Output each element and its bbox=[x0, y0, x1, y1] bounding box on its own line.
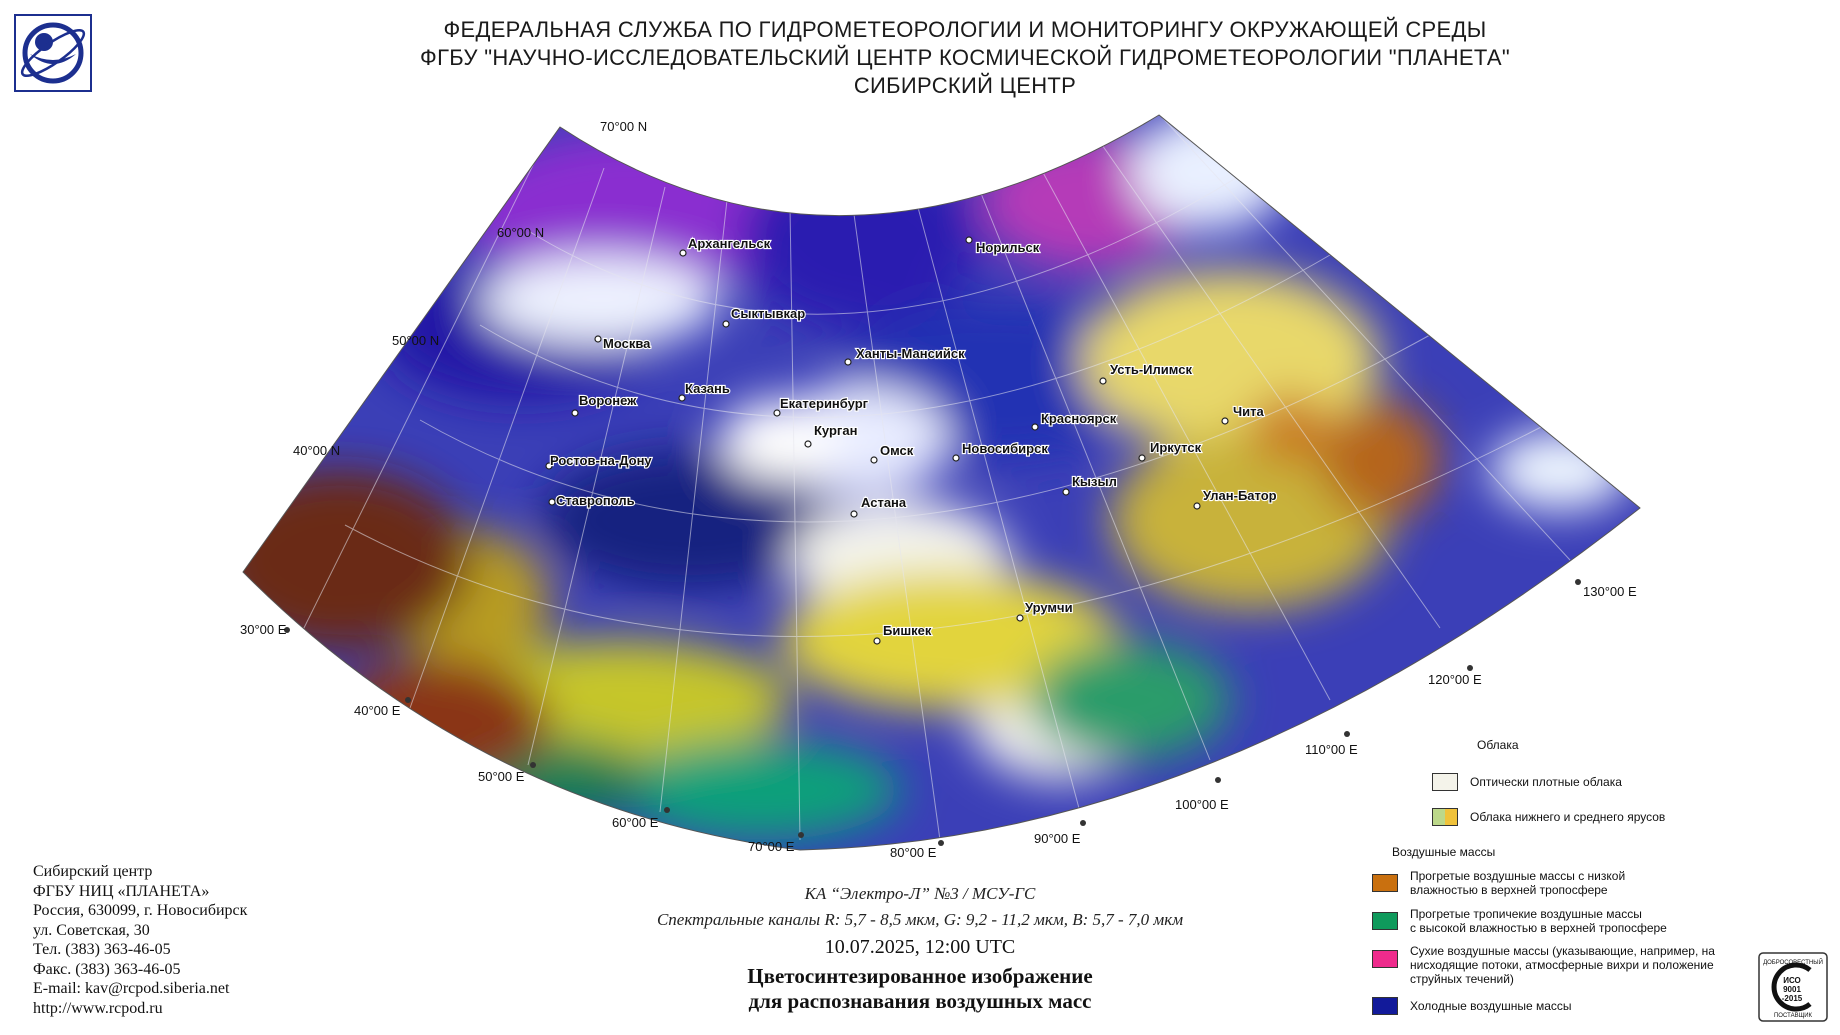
city-ulan-bator: Улан-Батор bbox=[1203, 488, 1277, 503]
lon-label-110: 110°00 E bbox=[1305, 742, 1358, 757]
swatch-half-yellow bbox=[1445, 809, 1457, 825]
legend-swatch-dry bbox=[1372, 950, 1398, 968]
airmass-imagery bbox=[243, 115, 1640, 850]
contact-email[interactable]: E-mail: kav@rcpod.siberia.net bbox=[33, 980, 230, 997]
legend-label-warm-dry: Прогретые воздушные массы с низкой влажн… bbox=[1410, 869, 1626, 897]
badge-9001: 9001 bbox=[1783, 985, 1801, 994]
iso-certification-badge-icon: ДОБРОСОВЕСТНЫЙ ИСО 9001 -2015 ПОСТАВЩИК bbox=[1758, 952, 1828, 1022]
legend-swatch-tropical-moist bbox=[1372, 912, 1398, 930]
city-stavropol: Ставрополь bbox=[556, 493, 635, 508]
city-urumqi: Урумчи bbox=[1025, 600, 1073, 615]
contact-website[interactable]: http://www.rcpod.ru bbox=[33, 999, 163, 1017]
contact-line: Сибирский центр bbox=[33, 863, 153, 880]
lon-label-120: 120°00 E bbox=[1428, 672, 1482, 687]
graticule bbox=[299, 115, 1571, 841]
city-chita: Чита bbox=[1233, 404, 1264, 419]
lat-label-70: 70°00 N bbox=[600, 119, 647, 134]
lon-label-30: 30°00 E bbox=[240, 622, 287, 637]
lon-label-50: 50°00 E bbox=[478, 769, 525, 784]
badge-text-bottom: ПОСТАВЩИК bbox=[1774, 1013, 1813, 1019]
contact-line: ул. Советская, 30 bbox=[33, 921, 150, 939]
city-kazan: Казань bbox=[685, 381, 730, 396]
city-arkhangelsk: Архангельск bbox=[688, 236, 771, 251]
city-voronezh: Воронеж bbox=[579, 393, 637, 408]
city-novosibirsk: Новосибирск bbox=[962, 441, 1048, 456]
legend-label-dense-clouds: Оптически плотные облака bbox=[1470, 775, 1622, 789]
city-yekaterinburg: Екатеринбург bbox=[780, 396, 869, 411]
legend-swatch-low-mid-clouds bbox=[1432, 808, 1458, 826]
lon-label-60: 60°00 E bbox=[612, 815, 659, 830]
city-kurgan: Курган bbox=[814, 423, 857, 438]
lat-label-40: 40°00 N bbox=[293, 443, 340, 458]
city-kyzyl: Кызыл bbox=[1072, 474, 1117, 489]
lon-label-40: 40°00 E bbox=[354, 703, 401, 718]
legend-label-cold: Холодные воздушные массы bbox=[1410, 999, 1572, 1013]
planeta-logo-icon bbox=[14, 14, 92, 92]
city-irkutsk: Иркутск bbox=[1150, 440, 1202, 455]
city-moscow: Москва bbox=[603, 336, 651, 351]
header-line-3: СИБИРСКИЙ ЦЕНТР bbox=[853, 73, 1077, 98]
legend-label-low-mid-clouds: Облака нижнего и среднего ярусов bbox=[1470, 810, 1666, 824]
legend-air-header: Воздушные массы bbox=[1392, 845, 1496, 859]
badge-iso: ИСО bbox=[1783, 976, 1801, 985]
caption-channels: Спектральные каналы R: 5,7 - 8,5 мкм, G:… bbox=[656, 910, 1184, 929]
lon-label-100: 100°00 E bbox=[1175, 797, 1229, 812]
legend-label-tropical-moist: Прогретые тропичекие воздушные массы с в… bbox=[1410, 907, 1667, 935]
lon-label-130: 130°00 E bbox=[1583, 584, 1637, 599]
city-ust-ilimsk: Усть-Илимск bbox=[1110, 362, 1192, 377]
city-khanty-mansiysk: Ханты-Мансийск bbox=[856, 346, 965, 361]
lon-label-70: 70°00 E bbox=[748, 839, 795, 854]
legend-swatch-warm-dry bbox=[1372, 874, 1398, 892]
badge-2015: -2015 bbox=[1782, 994, 1803, 1003]
caption-title: Цветосинтезированное изображение для рас… bbox=[747, 964, 1093, 1013]
contact-block: Сибирский центр ФГБУ НИЦ «ПЛАНЕТА» Росси… bbox=[33, 862, 247, 1018]
city-astana: Астана bbox=[861, 495, 907, 510]
contact-line: ФГБУ НИЦ «ПЛАНЕТА» bbox=[33, 882, 210, 900]
lat-label-50: 50°00 N bbox=[392, 333, 439, 348]
contact-line: Тел. (383) 363-46-05 bbox=[33, 941, 171, 958]
legend-label-dry: Сухие воздушные массы (указывающие, напр… bbox=[1410, 944, 1715, 986]
badge-text-top: ДОБРОСОВЕСТНЫЙ bbox=[1763, 958, 1823, 966]
legend-swatch-cold bbox=[1372, 997, 1398, 1015]
city-krasnoyarsk: Красноярск bbox=[1041, 411, 1117, 426]
city-syktyvkar: Сыктывкар bbox=[731, 306, 805, 321]
city-rostov-on-don: Ростов-на-Дону bbox=[550, 453, 652, 468]
legend-clouds-header: Облака bbox=[1477, 738, 1519, 752]
city-bishkek: Бишкек bbox=[883, 623, 932, 638]
lat-label-60: 60°00 N bbox=[497, 225, 544, 240]
lon-label-80: 80°00 E bbox=[890, 845, 937, 860]
caption-satellite: КА “Электро-Л” №3 / МСУ-ГС bbox=[804, 884, 1036, 903]
contact-line: Россия, 630099, г. Новосибирск bbox=[33, 902, 248, 919]
caption-datetime: 10.07.2025, 12:00 UTC bbox=[824, 936, 1016, 958]
legend-swatch-dense-clouds bbox=[1432, 773, 1458, 791]
contact-line: Факс. (383) 363-46-05 bbox=[33, 960, 181, 978]
swatch-half-green bbox=[1433, 809, 1445, 825]
header-line-2: ФГБУ "НАУЧНО-ИССЛЕДОВАТЕЛЬСКИЙ ЦЕНТР КОС… bbox=[420, 45, 1510, 70]
header: ФЕДЕРАЛЬНАЯ СЛУЖБА ПО ГИДРОМЕТЕОРОЛОГИИ … bbox=[90, 16, 1840, 100]
lon-label-90: 90°00 E bbox=[1034, 831, 1081, 846]
header-line-1: ФЕДЕРАЛЬНАЯ СЛУЖБА ПО ГИДРОМЕТЕОРОЛОГИИ … bbox=[443, 17, 1487, 42]
city-omsk: Омск bbox=[880, 443, 914, 458]
city-norilsk: Норильск bbox=[976, 240, 1040, 255]
